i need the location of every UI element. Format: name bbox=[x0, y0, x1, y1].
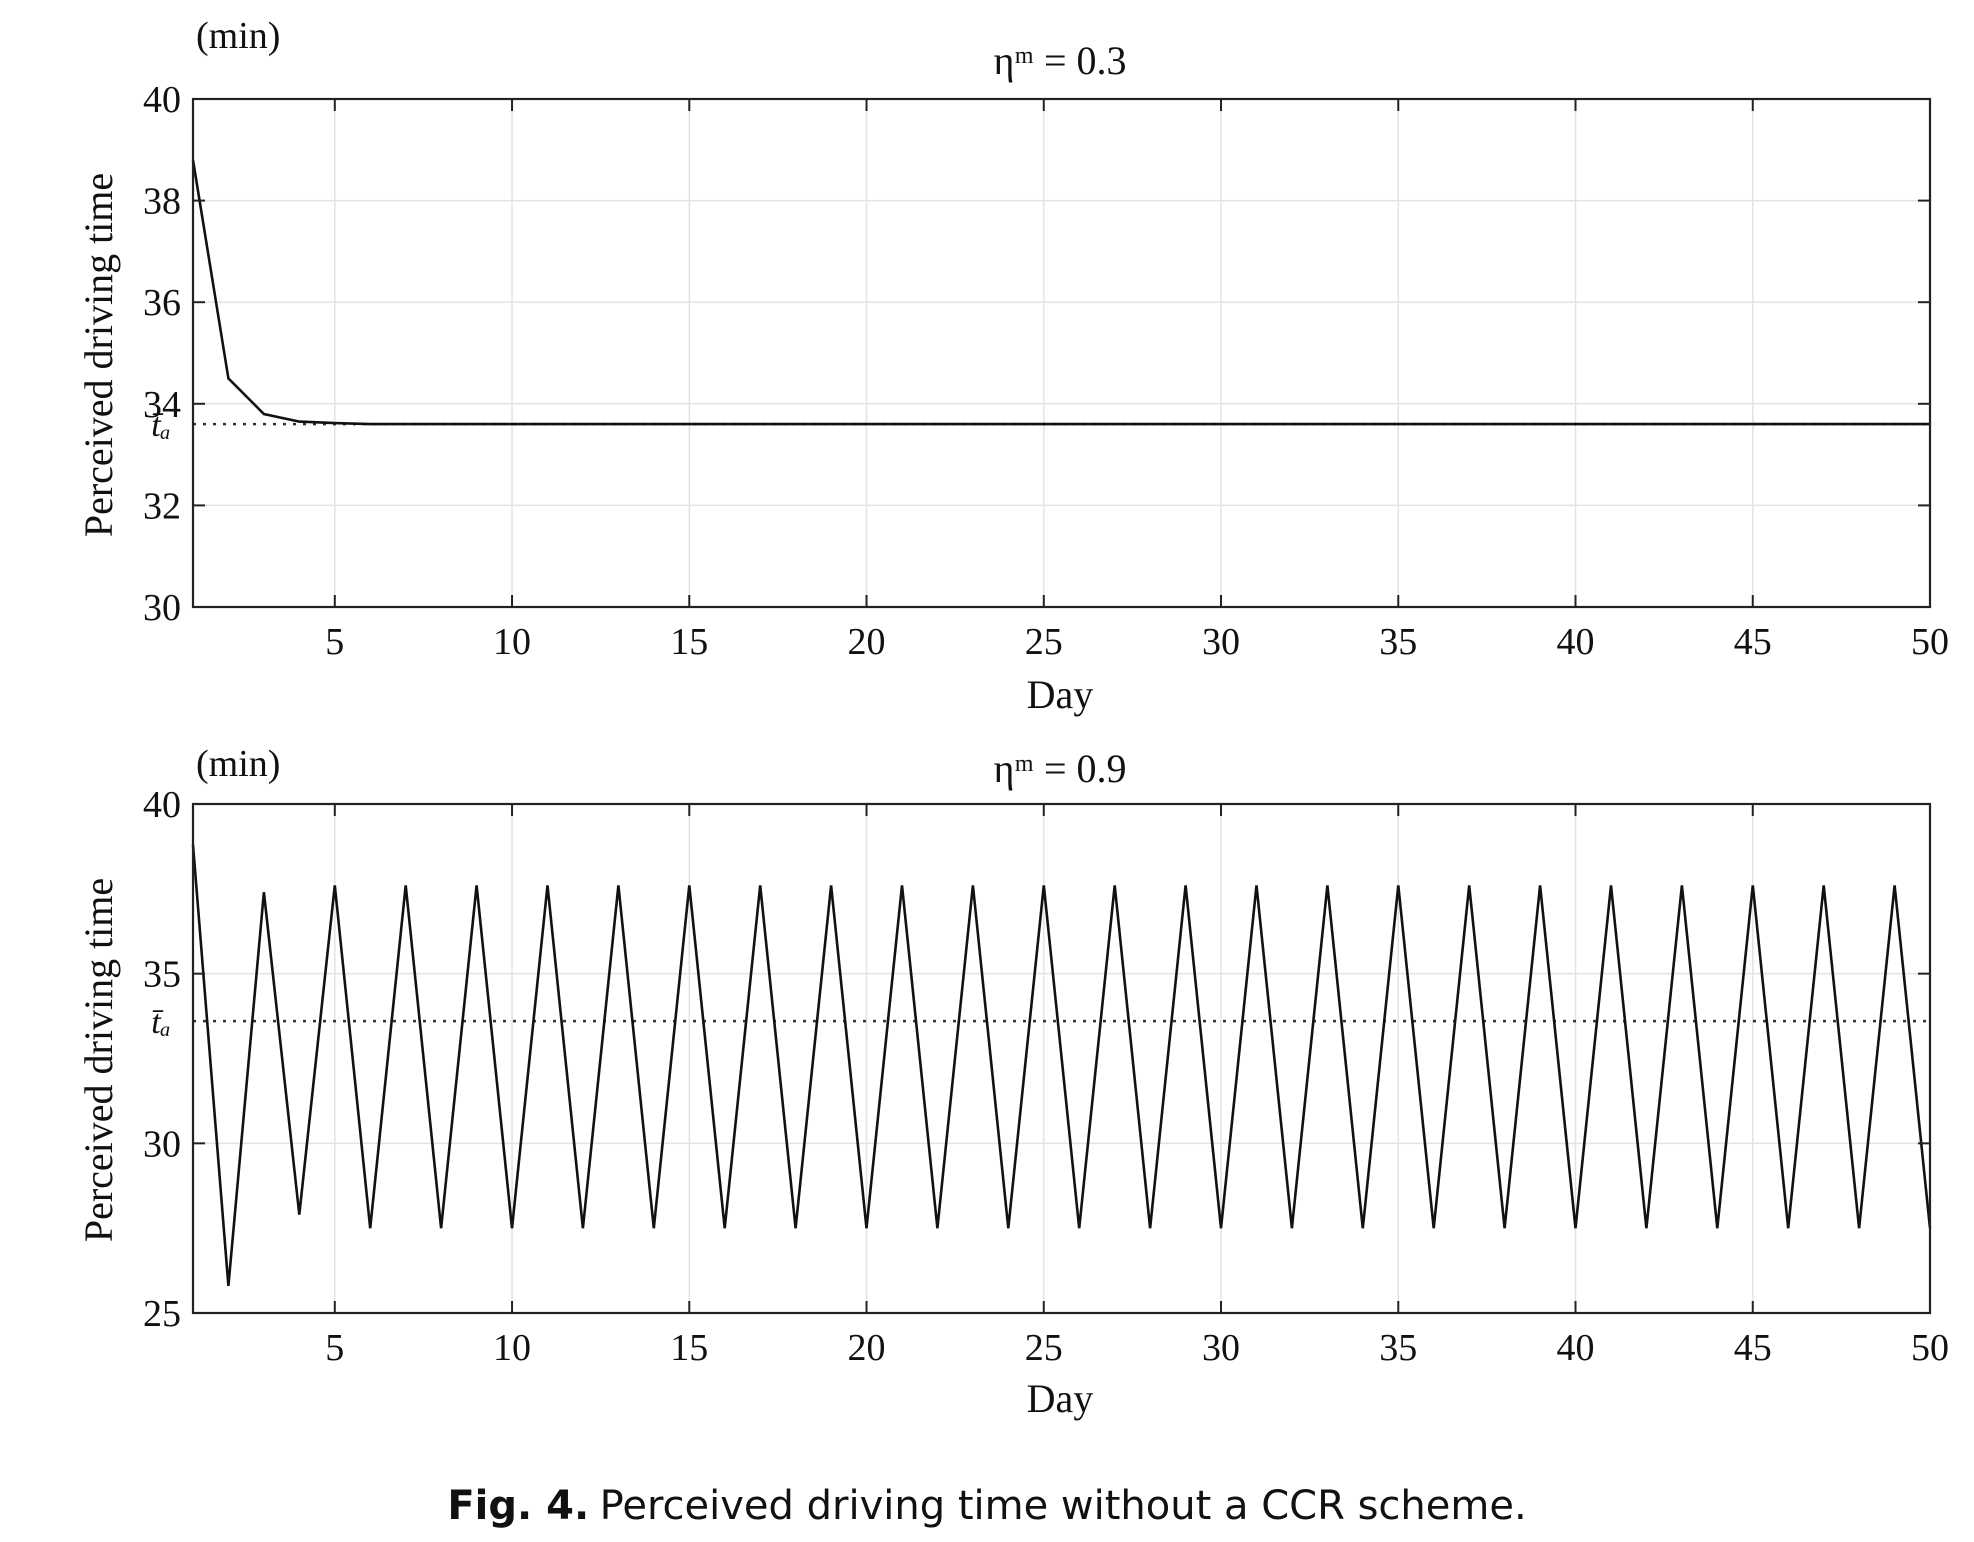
y-tick-label: 30 bbox=[143, 587, 181, 629]
x-tick-label: 30 bbox=[1202, 1327, 1240, 1369]
x-tick-label: 25 bbox=[1025, 1327, 1063, 1369]
chart-panel-eta-0-3: (min) ηᵐ = 0.3 Perceived driving time Da… bbox=[76, 15, 1949, 717]
y-unit-label: (min) bbox=[196, 15, 280, 57]
x-tick-label: 20 bbox=[848, 621, 886, 663]
reference-line-label: t̄ₐ bbox=[151, 407, 170, 444]
y-tick-label: 40 bbox=[143, 784, 181, 826]
x-tick-label: 5 bbox=[325, 621, 344, 663]
chart-panel-eta-0-9: (min) ηᵐ = 0.9 Perceived driving time Da… bbox=[76, 743, 1949, 1421]
y-axis-label: Perceived driving time bbox=[76, 173, 121, 537]
reference-line-group: t̄ₐ bbox=[151, 1004, 1930, 1041]
plot-frame bbox=[191, 97, 1932, 609]
chart-title: ηᵐ = 0.3 bbox=[993, 38, 1126, 83]
y-tick-label: 40 bbox=[143, 79, 181, 121]
y-tick-label: 25 bbox=[143, 1293, 181, 1335]
y-tick-label: 34 bbox=[143, 384, 181, 426]
series-line bbox=[191, 159, 1930, 426]
caption-text: Perceived driving time without a CCR sch… bbox=[599, 1483, 1527, 1529]
grid bbox=[193, 98, 1931, 608]
x-tick-label: 15 bbox=[670, 621, 708, 663]
y-axis-label: Perceived driving time bbox=[76, 878, 121, 1242]
chart-title: ηᵐ = 0.9 bbox=[993, 746, 1126, 791]
x-tick-label: 45 bbox=[1734, 1327, 1772, 1369]
series-group bbox=[191, 159, 1930, 426]
x-tick-label: 10 bbox=[493, 1327, 531, 1369]
x-tick-label: 50 bbox=[1911, 621, 1949, 663]
y-ticks: 25 30 35 40 bbox=[143, 784, 1930, 1335]
y-tick-label: 38 bbox=[143, 181, 181, 223]
x-tick-label: 30 bbox=[1202, 621, 1240, 663]
axes bbox=[191, 802, 1932, 1315]
x-tick-label: 40 bbox=[1557, 1327, 1595, 1369]
figure-caption: Fig. 4. Perceived driving time without a… bbox=[0, 1482, 1974, 1530]
x-tick-label: 5 bbox=[325, 1327, 344, 1369]
plot-frame bbox=[191, 802, 1932, 1315]
y-tick-label: 30 bbox=[143, 1123, 181, 1165]
x-tick-label: 50 bbox=[1911, 1327, 1949, 1369]
x-ticks: 5 10 15 20 25 30 35 40 45 50 bbox=[325, 804, 1949, 1369]
y-unit-label: (min) bbox=[196, 743, 280, 785]
x-axis-label: Day bbox=[1027, 672, 1094, 717]
y-tick-label: 32 bbox=[143, 485, 181, 527]
series-group bbox=[191, 844, 1932, 1287]
x-tick-label: 35 bbox=[1379, 621, 1417, 663]
x-tick-label: 20 bbox=[848, 1327, 886, 1369]
x-tick-label: 35 bbox=[1379, 1327, 1417, 1369]
series-line bbox=[191, 844, 1932, 1287]
x-tick-label: 40 bbox=[1557, 621, 1595, 663]
x-ticks: 5 10 15 20 25 30 35 40 45 50 bbox=[325, 99, 1949, 663]
x-tick-label: 25 bbox=[1025, 621, 1063, 663]
caption-label: Fig. 4. bbox=[447, 1483, 590, 1529]
x-tick-label: 15 bbox=[670, 1327, 708, 1369]
y-tick-label: 35 bbox=[143, 954, 181, 996]
y-ticks: 30 32 34 36 38 40 bbox=[143, 79, 1930, 629]
x-tick-label: 10 bbox=[493, 621, 531, 663]
x-axis-label: Day bbox=[1027, 1376, 1094, 1421]
reference-line-label: t̄ₐ bbox=[151, 1004, 170, 1041]
reference-line-group: t̄ₐ bbox=[151, 407, 1930, 444]
axes bbox=[191, 97, 1932, 609]
y-tick-label: 36 bbox=[143, 282, 181, 324]
x-tick-label: 45 bbox=[1734, 621, 1772, 663]
